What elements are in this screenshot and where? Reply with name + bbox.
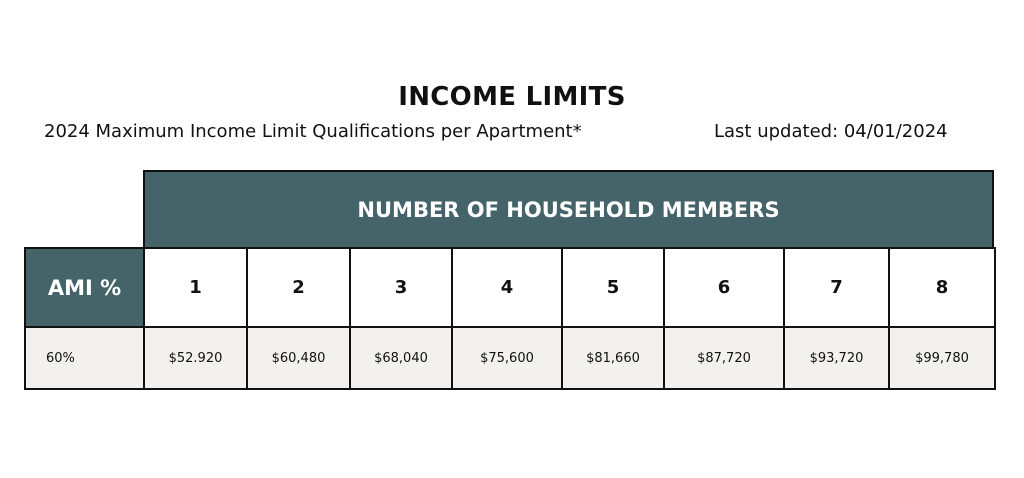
last-updated: Last updated: 04/01/2024 (714, 121, 948, 142)
column-header-6: 6 (663, 247, 785, 328)
income-limit-cell: $52.920 (143, 326, 248, 390)
column-header-2: 2 (246, 247, 351, 328)
ami-header: AMI % (24, 247, 145, 328)
income-limit-cell: $93,720 (783, 326, 890, 390)
column-header-8: 8 (888, 247, 996, 328)
income-limit-cell: $87,720 (663, 326, 785, 390)
page-title: INCOME LIMITS (398, 82, 626, 112)
column-header-3: 3 (349, 247, 453, 328)
column-header-1: 1 (143, 247, 248, 328)
ami-cell: 60% (24, 326, 145, 390)
income-limit-cell: $75,600 (451, 326, 563, 390)
subtitle: 2024 Maximum Income Limit Qualifications… (44, 121, 582, 142)
income-limit-cell: $68,040 (349, 326, 453, 390)
column-header-7: 7 (783, 247, 890, 328)
income-limit-cell: $99,780 (888, 326, 996, 390)
column-header-4: 4 (451, 247, 563, 328)
income-limit-cell: $60,480 (246, 326, 351, 390)
income-limit-cell: $81,660 (561, 326, 665, 390)
household-members-header: NUMBER OF HOUSEHOLD MEMBERS (143, 170, 994, 249)
column-header-5: 5 (561, 247, 665, 328)
